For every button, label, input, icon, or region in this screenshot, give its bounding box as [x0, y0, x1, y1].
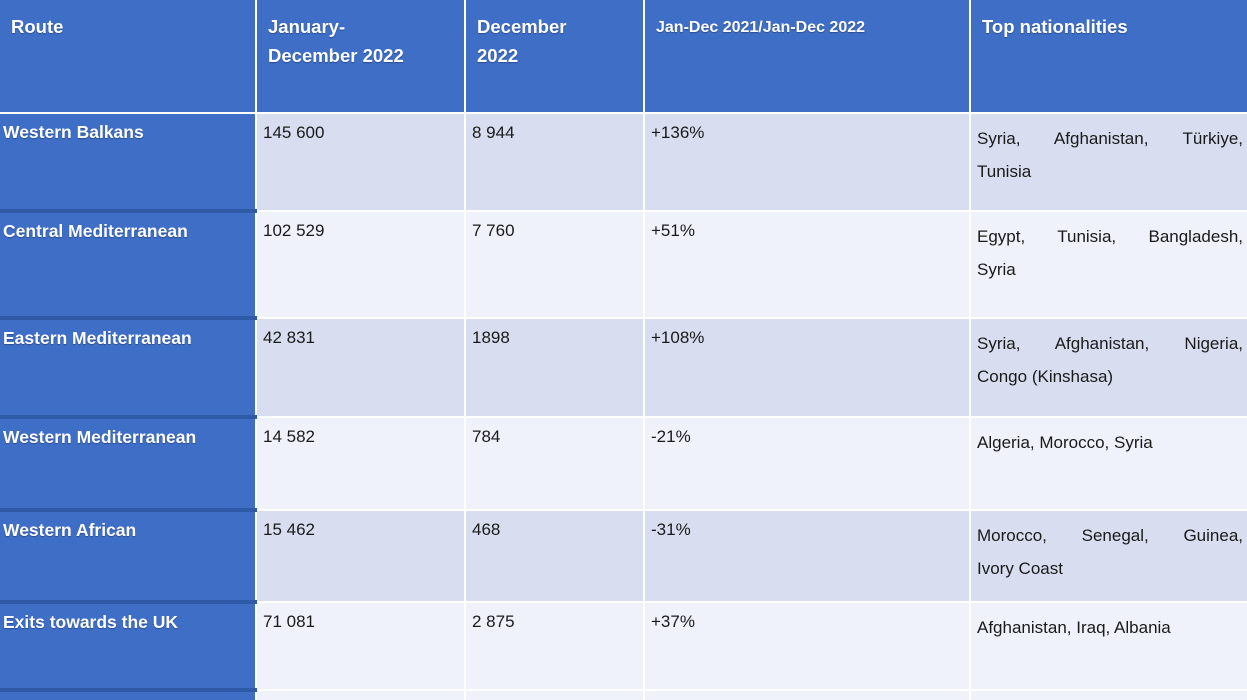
header-line: Route	[11, 16, 64, 37]
column-header-top-nationalities: Top nationalities	[970, 0, 1247, 114]
column-header-change: Jan-Dec 2021/Jan-Dec 2022	[644, 0, 971, 114]
change-cell: -21%	[644, 417, 971, 511]
nationalities-line: Algeria, Morocco, Syria	[977, 433, 1153, 452]
nationalities-line: Syria	[977, 260, 1016, 279]
header-line: Jan-Dec 2021/Jan-Dec 2022	[656, 19, 866, 36]
december-2022-cell: 2 875	[465, 602, 645, 691]
table-row: Western African 15 462 468 -31% Morocco, Sen…	[0, 510, 1247, 604]
december-2022-cell: 468	[465, 510, 645, 603]
route-cell: Eastern Mediterranean	[0, 318, 257, 419]
header-line: December 2022	[268, 44, 404, 66]
december-2022-cell: 8 944	[465, 113, 645, 212]
column-header-route: Route	[0, 0, 257, 114]
route-cell: Western African	[0, 510, 257, 604]
column-header-december-2022: December 2022	[465, 0, 645, 114]
change-cell: +108%	[644, 318, 971, 418]
nationalities-cell: Syria, Afghanistan, Nigeria, Congo (Kinsh…	[970, 318, 1247, 418]
total-2022-cell: 14 582	[256, 417, 466, 511]
change-cell: +51%	[644, 211, 971, 319]
header-row: Route January- December 2022 December 2022 Ja…	[0, 0, 1247, 114]
header-line: December	[477, 16, 567, 37]
route-cell: Exits towards the UK	[0, 602, 257, 692]
table-row: Eastern Mediterranean 42 831 1898 +108% Syri…	[0, 318, 1247, 419]
table-row: Exits towards the UK 71 081 2 875 +37% Afgha…	[0, 602, 1247, 692]
route-cell: Western Balkans	[0, 113, 257, 213]
table-body: Western Balkans 145 600 8 944 +136% Syria, A…	[0, 113, 1247, 700]
column-header-jan-dec-2022: January- December 2022	[256, 0, 466, 114]
table-row: Central Mediterranean 102 529 7 760 +51% Egy…	[0, 211, 1247, 320]
nationalities-line: Congo (Kinshasa)	[977, 367, 1114, 386]
nationalities-line: Syria, Afghanistan, Nigeria,	[977, 334, 1243, 353]
nationalities-line: Tunisia	[977, 162, 1032, 181]
change-cell: +37%	[644, 602, 971, 691]
nationalities-cell: Syria, Afghanistan, Türkiye, Tunisia	[970, 113, 1247, 212]
nationalities-cell: Afghanistan, Iraq, Albania	[970, 602, 1247, 691]
header-line: 2022	[477, 44, 519, 66]
header-line: January-	[268, 16, 346, 37]
nationalities-line: Morocco, Senegal, Guinea,	[977, 526, 1243, 545]
data-cell	[256, 690, 466, 700]
nationalities-line: Egypt, Tunisia, Bangladesh,	[977, 227, 1243, 246]
december-2022-cell: 1898	[465, 318, 645, 418]
nationalities-cell: Morocco, Senegal, Guinea, Ivory Coast	[970, 510, 1247, 603]
total-2022-cell: 102 529	[256, 211, 466, 319]
total-2022-cell: 15 462	[256, 510, 466, 603]
nationalities-cell: Egypt, Tunisia, Bangladesh, Syria	[970, 211, 1247, 319]
data-cell	[970, 690, 1247, 700]
total-2022-cell: 42 831	[256, 318, 466, 418]
december-2022-cell: 7 760	[465, 211, 645, 319]
change-cell: -31%	[644, 510, 971, 603]
partial-row	[0, 690, 1247, 700]
total-2022-cell: 71 081	[256, 602, 466, 691]
header-line: Top nationalities	[982, 16, 1128, 37]
route-cell: Central Mediterranean	[0, 211, 257, 320]
change-cell: +136%	[644, 113, 971, 212]
nationalities-line: Syria, Afghanistan, Türkiye,	[977, 129, 1243, 148]
total-2022-cell: 145 600	[256, 113, 466, 212]
december-2022-cell: 784	[465, 417, 645, 511]
route-cell	[0, 690, 257, 700]
nationalities-line: Ivory Coast	[977, 559, 1063, 578]
table-row: Western Mediterranean 14 582 784 -21% Algeri…	[0, 417, 1247, 512]
route-cell: Western Mediterranean	[0, 417, 257, 512]
data-cell	[465, 690, 645, 700]
table-row: Western Balkans 145 600 8 944 +136% Syria, A…	[0, 113, 1247, 213]
nationalities-cell: Algeria, Morocco, Syria	[970, 417, 1247, 511]
nationalities-line: Afghanistan, Iraq, Albania	[977, 618, 1171, 637]
data-cell	[644, 690, 971, 700]
